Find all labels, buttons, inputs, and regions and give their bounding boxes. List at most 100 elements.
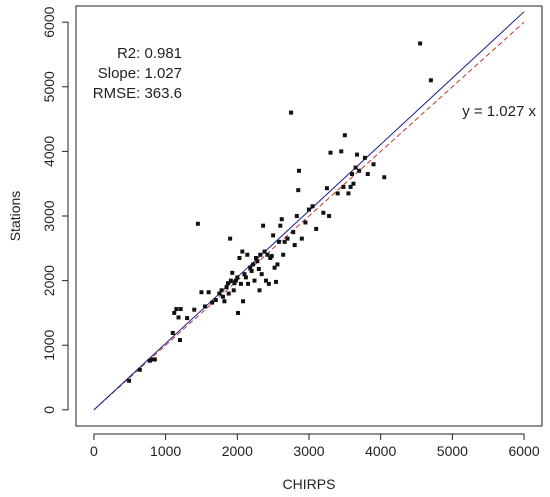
data-point <box>240 249 245 254</box>
data-point <box>274 279 279 284</box>
data-point <box>243 275 248 280</box>
x-tick-label: 3000 <box>293 443 324 459</box>
data-point <box>272 265 277 270</box>
x-tick-label: 6000 <box>508 443 539 459</box>
data-point <box>237 256 242 260</box>
data-point <box>248 265 253 270</box>
data-point <box>303 220 308 225</box>
data-point <box>296 188 301 193</box>
x-tick-label: 5000 <box>437 443 468 459</box>
data-point <box>235 275 240 280</box>
data-point <box>147 358 152 363</box>
data-point <box>222 299 227 304</box>
data-point <box>210 300 215 305</box>
data-point <box>282 239 287 244</box>
y-tick-label: 6000 <box>41 6 57 37</box>
data-point <box>172 310 177 315</box>
data-point <box>281 252 286 257</box>
data-point <box>291 230 296 235</box>
data-point <box>276 239 281 244</box>
data-point <box>310 204 315 209</box>
data-point <box>258 252 263 257</box>
data-point <box>296 168 301 173</box>
data-point <box>265 252 270 257</box>
data-point <box>294 214 299 218</box>
y-tick-label: 0 <box>41 406 57 414</box>
plot-frame <box>75 5 543 427</box>
data-point <box>150 357 155 362</box>
data-point <box>176 315 181 320</box>
data-point <box>339 149 344 154</box>
data-point <box>232 281 237 286</box>
data-point <box>252 278 257 283</box>
data-point <box>327 214 332 218</box>
data-point <box>174 307 179 312</box>
data-point <box>213 298 218 302</box>
data-point <box>269 254 274 259</box>
x-tick-label: 0 <box>90 443 98 459</box>
data-point <box>346 191 351 196</box>
data-point <box>278 223 283 228</box>
data-point <box>350 172 355 176</box>
data-point <box>177 338 182 343</box>
data-point <box>351 181 356 186</box>
data-point <box>192 307 197 312</box>
data-point <box>341 184 346 189</box>
data-point <box>238 281 243 286</box>
data-point <box>253 256 258 260</box>
data-point <box>299 236 304 241</box>
data-point <box>228 236 233 241</box>
data-point <box>231 288 236 293</box>
data-point <box>219 288 224 293</box>
data-point <box>152 357 157 362</box>
data-point <box>335 191 340 196</box>
data-points <box>127 41 433 383</box>
data-point <box>246 281 251 286</box>
y-tick-label: 1000 <box>41 329 57 360</box>
x-tick-label: 4000 <box>365 443 396 459</box>
data-point <box>178 307 183 312</box>
plot-frame-group <box>75 5 543 427</box>
data-point <box>289 110 294 115</box>
data-point <box>251 262 256 267</box>
data-point <box>170 330 175 335</box>
y-axis-title: Stations <box>7 191 23 242</box>
data-point <box>324 186 329 191</box>
data-point <box>275 262 280 267</box>
y-tick-label: 3000 <box>41 200 57 231</box>
data-point <box>371 162 376 167</box>
x-tick-label: 1000 <box>150 443 181 459</box>
data-point <box>257 288 262 293</box>
data-point <box>255 259 260 264</box>
data-point <box>249 268 254 273</box>
data-point <box>199 290 204 295</box>
one-to-one-line <box>93 21 525 411</box>
data-point <box>342 133 347 138</box>
slope-label: Slope: 1.027 <box>98 65 182 82</box>
rmse-label: RMSE: 363.6 <box>93 85 182 102</box>
y-tick-label: 4000 <box>41 136 57 167</box>
data-point <box>236 310 241 315</box>
data-point <box>137 367 142 372</box>
data-point <box>230 270 235 275</box>
y-tick-label: 5000 <box>41 71 57 102</box>
data-point <box>241 299 246 304</box>
data-point <box>262 249 267 254</box>
x-tick-label: 2000 <box>222 443 253 459</box>
data-point <box>225 281 230 286</box>
data-point <box>226 291 231 296</box>
y-axis: 0 1000 2000 3000 4000 5000 6000 <box>41 6 69 414</box>
data-point <box>261 223 266 228</box>
data-point <box>228 278 233 283</box>
data-point <box>220 294 225 299</box>
data-point <box>242 272 247 277</box>
data-point <box>365 172 370 176</box>
x-axis: 0 1000 2000 3000 4000 5000 6000 <box>90 433 540 459</box>
data-point <box>256 266 261 271</box>
data-point <box>285 236 290 241</box>
regression-equation: y = 1.027 x <box>462 103 536 120</box>
data-point <box>263 278 268 283</box>
data-point <box>428 78 433 83</box>
x-axis-title: CHIRPS <box>283 476 336 492</box>
